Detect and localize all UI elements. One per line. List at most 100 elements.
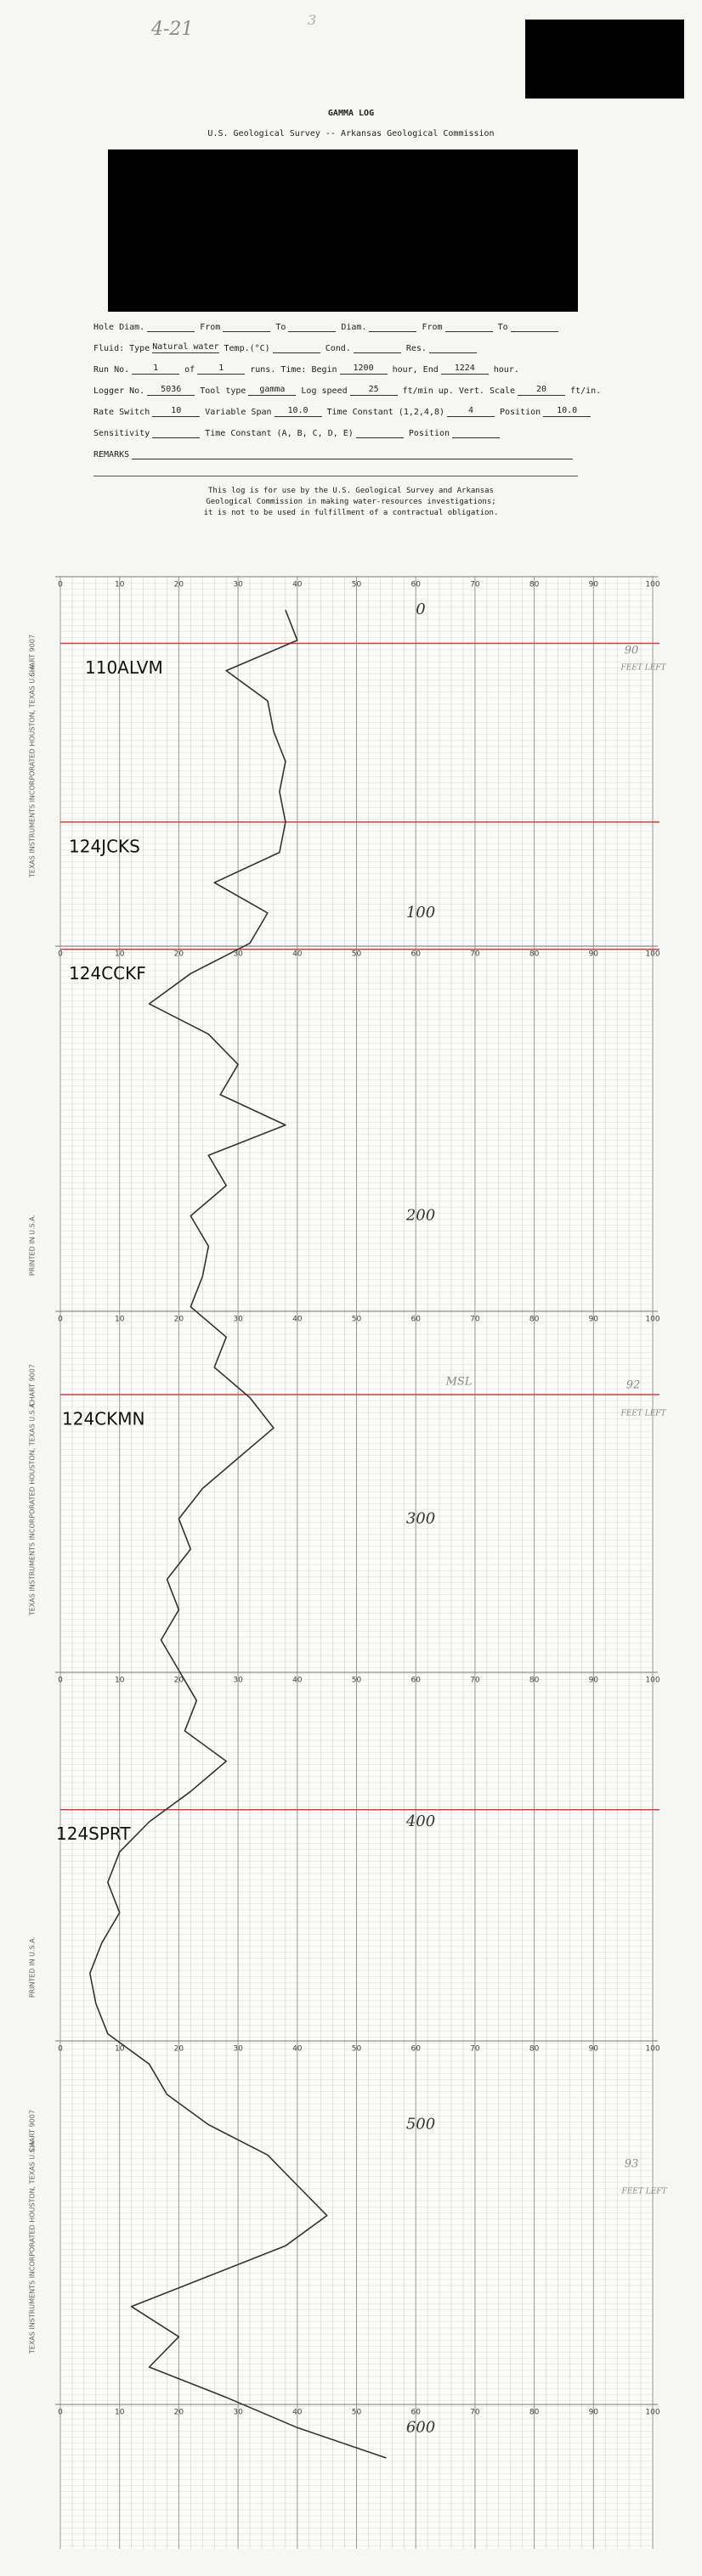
paper-side-text: TEXAS INSTRUMENTS INCORPORATED HOUSTON, … xyxy=(29,2139,37,2354)
scale-label: 100 xyxy=(645,2409,660,2417)
field-label: ft/min up. Vert. Scale xyxy=(402,386,516,396)
scale-label: 70 xyxy=(470,1677,480,1685)
scale-label: 30 xyxy=(233,581,243,589)
paper-side-text: TEXAS INSTRUMENTS INCORPORATED HOUSTON, … xyxy=(29,663,37,878)
field-value: 1224 xyxy=(440,364,489,375)
field-label: Sensitivity xyxy=(93,429,150,438)
scale-label: 10 xyxy=(115,2045,125,2054)
field-label: Position xyxy=(408,429,450,438)
depth-label: 500 xyxy=(406,2116,435,2134)
field-label: Logger No. xyxy=(93,386,145,396)
title: GAMMA LOG xyxy=(327,109,375,118)
depth-label: 600 xyxy=(406,2418,435,2436)
field-label: To xyxy=(497,323,508,332)
scale-label: 60 xyxy=(410,2409,421,2417)
scale-label: 60 xyxy=(410,581,421,589)
scale-label: 0 xyxy=(58,1316,63,1324)
scale-label: 20 xyxy=(174,1677,184,1685)
blank-field xyxy=(152,427,201,438)
scale-label: 30 xyxy=(233,950,243,959)
scale-label: 80 xyxy=(529,1677,540,1685)
scale-label: 100 xyxy=(645,950,660,959)
paper-side-text: CHART 9007 xyxy=(29,2110,37,2152)
scale-label: 80 xyxy=(529,581,540,589)
blank-field xyxy=(132,448,573,459)
paper-side-text: CHART 9007 xyxy=(29,634,37,677)
field-label: From xyxy=(200,323,221,332)
annotation: 90 xyxy=(625,645,639,657)
blank-field xyxy=(223,321,271,332)
scale-label: 50 xyxy=(352,2409,362,2417)
scale-label: 10 xyxy=(115,1316,125,1324)
field-label: Diam. xyxy=(341,323,367,332)
field-label: hour. xyxy=(493,365,519,375)
scale-label: 60 xyxy=(410,950,421,959)
blank-field xyxy=(355,427,404,438)
scale-label: 0 xyxy=(58,950,63,959)
scale-label: 40 xyxy=(292,2409,303,2417)
field-value: 4 xyxy=(447,406,495,417)
scale-label: 30 xyxy=(233,1316,243,1324)
blank-field xyxy=(288,321,337,332)
field-label: Fluid: Type xyxy=(93,344,150,353)
scale-label: 20 xyxy=(174,950,184,959)
depth-label: 100 xyxy=(406,904,435,922)
scale-label: 0 xyxy=(58,1677,63,1685)
scale-label: 50 xyxy=(352,2045,362,2054)
scale-label: 30 xyxy=(233,2409,243,2417)
form-row: Sensitivity Time Constant (A, B, C, D, E)… xyxy=(93,427,578,438)
field-value: 20 xyxy=(518,385,566,396)
depth-label: 300 xyxy=(406,1509,435,1527)
scale-label: 0 xyxy=(58,2045,63,2054)
field-label: Run No. xyxy=(93,365,130,375)
page-number: 3 xyxy=(308,12,317,28)
annotation: FEET LEFT xyxy=(620,1410,666,1418)
annotation: FEET LEFT xyxy=(620,664,666,673)
form-row: Rate Switch 10 Variable Span 10.0 Time Const… xyxy=(93,406,592,417)
paper-side-text: PRINTED IN U.S.A. xyxy=(29,1215,37,1276)
field-label: From xyxy=(422,323,443,332)
scale-label: 10 xyxy=(115,950,125,959)
field-label: Hole Diam. xyxy=(93,323,145,332)
scale-label: 40 xyxy=(292,950,303,959)
scale-label: 10 xyxy=(115,581,125,589)
redaction xyxy=(525,20,684,99)
scale-label: 80 xyxy=(529,950,540,959)
field-label: Temp.(°C) xyxy=(224,344,270,353)
formation-label: 124CCKF xyxy=(69,963,146,984)
scale-label: 60 xyxy=(410,1316,421,1324)
scale-label: 0 xyxy=(58,2409,63,2417)
field-label: ft/in. xyxy=(570,386,602,396)
form-row: Hole Diam. From To Diam. From To xyxy=(93,321,578,332)
scale-label: 20 xyxy=(174,2045,184,2054)
scale-label: 40 xyxy=(292,1677,303,1685)
field-label: Rate Switch xyxy=(93,408,150,417)
scale-label: 90 xyxy=(589,1677,599,1685)
scale-label: 20 xyxy=(174,2409,184,2417)
depth-label: 0 xyxy=(416,600,425,618)
scale-label: 50 xyxy=(352,950,362,959)
field-label: To xyxy=(275,323,286,332)
formation-label: 124CKMN xyxy=(62,1409,144,1429)
disclaimer-line: it is not to be used in fulfillment of a… xyxy=(203,509,499,517)
depth-label: 200 xyxy=(405,1207,435,1225)
scale-label: 10 xyxy=(115,2409,125,2417)
scale-label: 90 xyxy=(589,950,599,959)
field-value: 1200 xyxy=(339,364,388,375)
scale-label: 70 xyxy=(470,950,480,959)
scale-label: 90 xyxy=(589,1316,599,1324)
disclaimer-line: This log is for use by the U.S. Geologic… xyxy=(208,487,494,495)
field-label: of xyxy=(184,365,195,375)
field-value: 10.0 xyxy=(543,406,592,417)
scale-label: 90 xyxy=(589,2409,599,2417)
blank-field xyxy=(353,342,401,353)
field-value: 10.0 xyxy=(274,406,322,417)
blank-field xyxy=(452,427,501,438)
paper-side-text: TEXAS INSTRUMENTS INCORPORATED HOUSTON, … xyxy=(29,1401,37,1616)
scale-label: 50 xyxy=(352,1316,362,1324)
scale-label: 70 xyxy=(470,581,480,589)
scale-label: 10 xyxy=(115,1677,125,1685)
scale-label: 100 xyxy=(645,1316,660,1324)
